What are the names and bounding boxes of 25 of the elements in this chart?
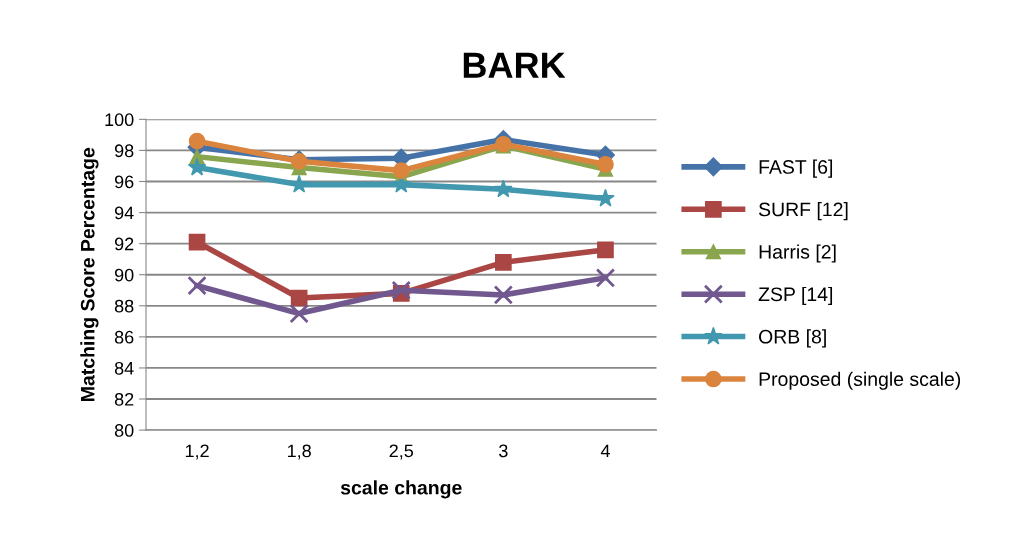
y-tick-label: 92 — [114, 237, 134, 251]
legend-label: Proposed (single scale) — [759, 371, 961, 390]
y-axis-title: Matching Score Percentage — [80, 147, 99, 401]
legend-label: ORB [8] — [759, 329, 826, 348]
y-tick-label: 94 — [114, 206, 134, 220]
y-tick-label: 86 — [114, 330, 134, 344]
x-tick-label: 1,8 — [287, 444, 311, 460]
y-tick-label: 84 — [114, 361, 134, 375]
x-tick-label: 3 — [499, 444, 508, 458]
x-tick-label: 1,2 — [185, 444, 209, 460]
x-tick-label: 2,5 — [389, 444, 414, 460]
legend-label: FAST [6] — [759, 159, 833, 178]
y-tick-label: 98 — [114, 144, 134, 158]
y-tick-label: 96 — [114, 175, 134, 189]
x-axis-title: scale change — [340, 480, 462, 499]
x-tick-label: 4 — [600, 444, 610, 458]
legend-label: Harris [2] — [759, 244, 836, 263]
y-tick-label: 88 — [114, 299, 134, 313]
legend-label: SURF [12] — [758, 202, 848, 221]
chart-title: BARK — [463, 52, 566, 78]
legend-label: ZSP [14] — [758, 286, 833, 305]
y-tick-label: 80 — [114, 424, 134, 437]
y-tick-label: 100 — [105, 113, 134, 127]
y-tick-label: 90 — [114, 268, 134, 282]
y-tick-label: 82 — [114, 392, 134, 406]
